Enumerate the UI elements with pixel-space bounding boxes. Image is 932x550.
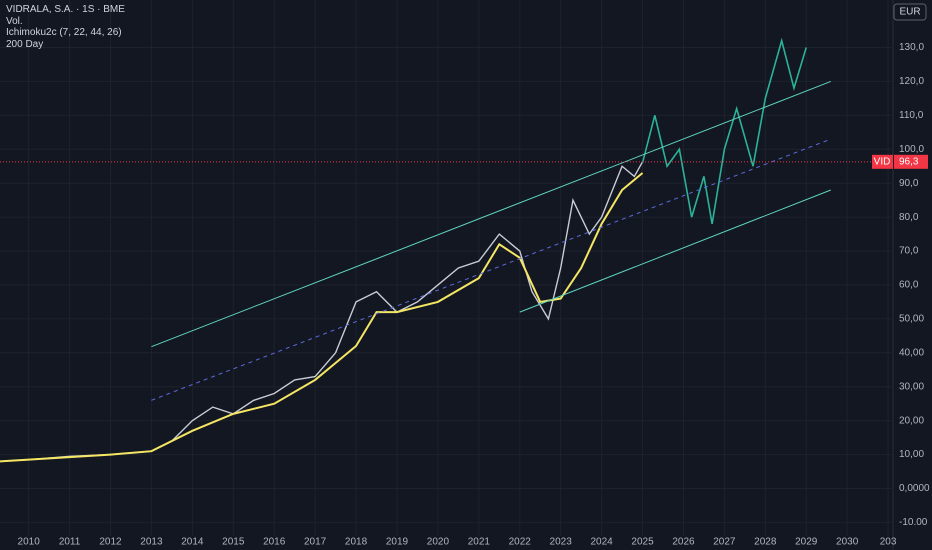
x-tick-label: 2027	[713, 537, 736, 548]
x-tick-label: 2017	[304, 537, 327, 548]
x-tick-label: 2029	[795, 537, 818, 548]
y-tick-label: 120,0	[899, 76, 924, 87]
symbol-tag	[872, 154, 893, 169]
y-tick-label: 70,0	[899, 246, 919, 257]
y-tick-label: -10.00	[899, 517, 928, 528]
legend: VIDRALA, S.A. · 1S · BME Vol. Ichimoku2c…	[6, 4, 125, 50]
x-tick-label: 2023	[550, 537, 573, 548]
title: VIDRALA, S.A. · 1S · BME	[6, 4, 125, 15]
indicator[interactable]: Vol.	[6, 15, 23, 27]
series-line	[151, 80, 831, 348]
currency[interactable]: EUR	[899, 7, 920, 18]
x-tick-label: 2018	[345, 537, 368, 548]
x-tick-label: 2024	[590, 537, 613, 548]
x-tick-label: 2015	[222, 537, 245, 548]
series-line	[0, 161, 644, 463]
series-line	[641, 37, 808, 225]
x-tick-label: 2030	[836, 537, 859, 548]
y-tick-label: 0,0000	[899, 483, 930, 494]
y-tick-label: 80,0	[899, 212, 919, 223]
x-tick-label: 2025	[631, 537, 654, 548]
indicator[interactable]: Ichimoku2c (7, 22, 44, 26)	[6, 27, 122, 38]
y-tick-label: 30,00	[899, 381, 924, 392]
indicator[interactable]: 200 Day	[6, 38, 44, 50]
y-tick-label: 50,00	[899, 314, 924, 325]
price-tag	[894, 154, 928, 169]
price-label: 96,3	[899, 156, 919, 167]
symbol-label: VID	[874, 156, 891, 167]
x-tick-label: 2012	[99, 537, 122, 548]
x-tick-label: 2011	[59, 537, 81, 548]
x-tick-label: 203	[880, 537, 897, 548]
x-tick-label: 2026	[672, 537, 695, 548]
x-tick-label: 2010	[18, 537, 41, 548]
y-tick-label: 20,00	[899, 415, 924, 426]
y-tick-label: 60,0	[899, 280, 919, 291]
x-tick-label: 2016	[263, 537, 286, 548]
x-tick-label: 2014	[181, 537, 204, 548]
x-tick-label: 2019	[386, 537, 409, 548]
x-tick-label: 2020	[427, 537, 450, 548]
y-tick-label: 90,0	[899, 178, 919, 189]
y-tick-label: 10,00	[899, 449, 924, 460]
y-tick-label: 110,0	[899, 110, 924, 121]
y-tick-label: 100,0	[899, 144, 924, 155]
series-line	[519, 189, 831, 313]
y-tick-label: 130,0	[899, 42, 924, 53]
y-tick-label: 40,00	[899, 347, 924, 358]
x-tick-label: 2028	[754, 537, 777, 548]
x-tick-label: 2013	[140, 537, 163, 548]
currency-box[interactable]	[893, 3, 927, 21]
x-tick-label: 2021	[468, 537, 491, 548]
series-line	[151, 138, 831, 401]
series-line	[0, 172, 644, 463]
x-tick-label: 2022	[509, 537, 532, 548]
